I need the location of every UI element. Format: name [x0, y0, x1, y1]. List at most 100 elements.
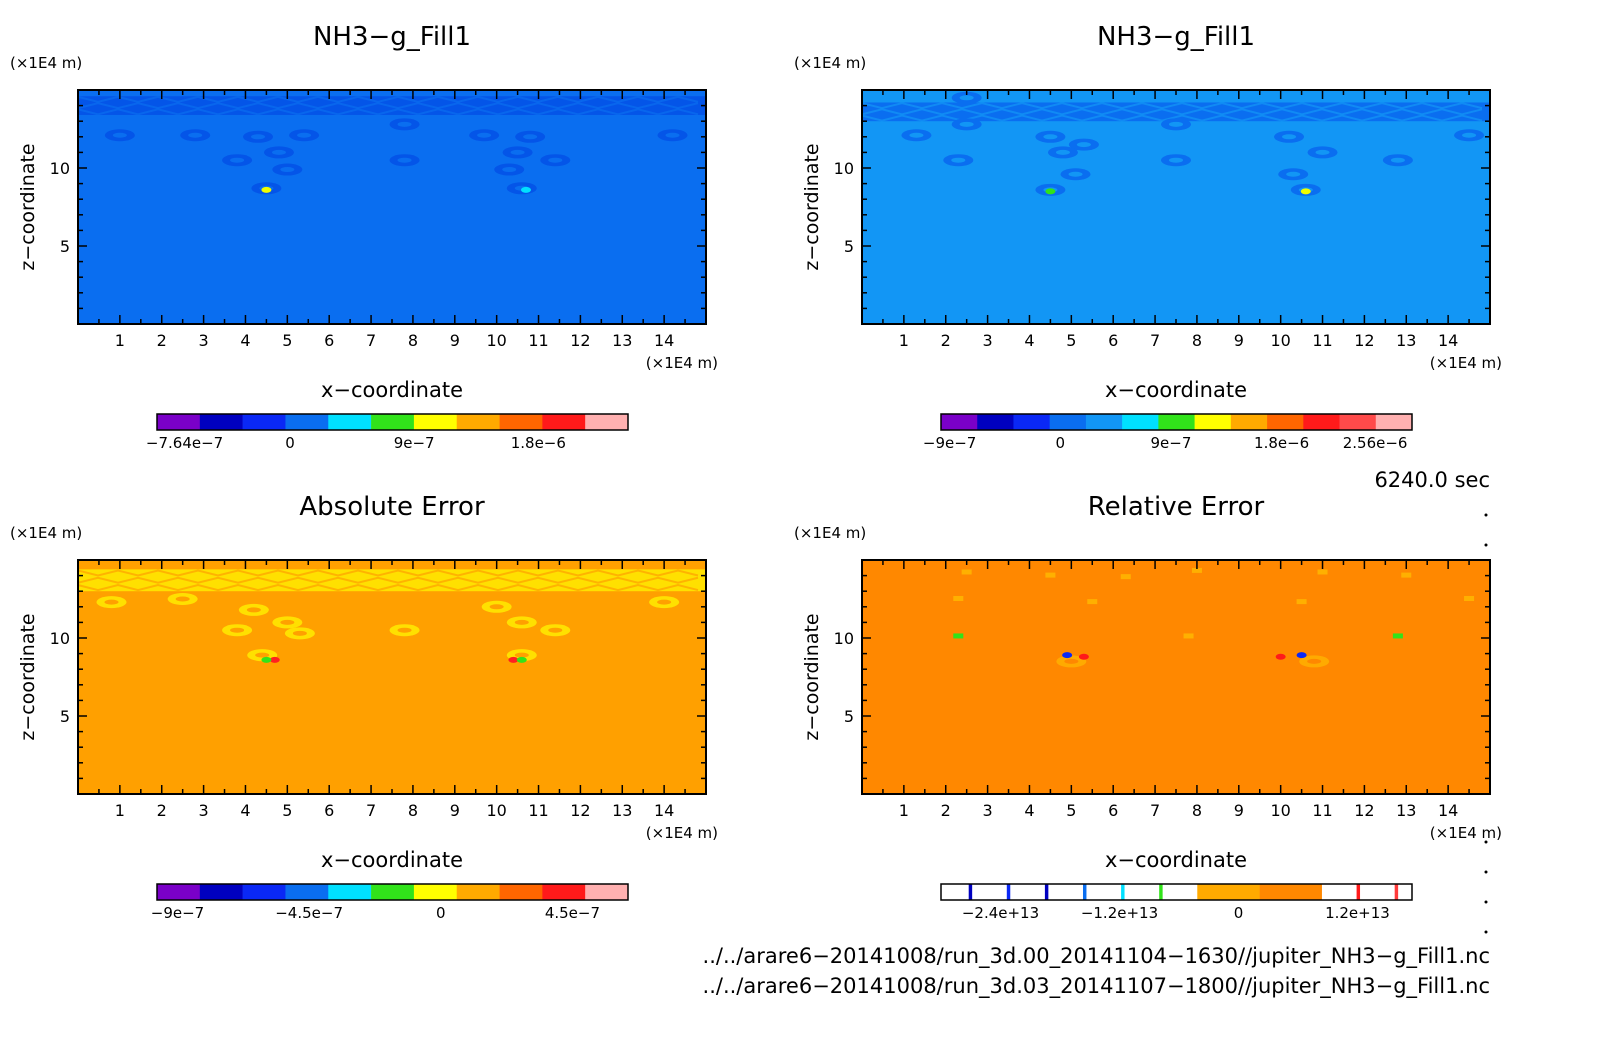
heatmap-contour-inner	[1390, 157, 1405, 163]
heatmap-contour-inner	[959, 121, 974, 127]
x-tick-label: 10	[1270, 801, 1290, 820]
colorbar-tick-label: 4.5e−7	[545, 904, 600, 922]
colorbar-segment	[285, 884, 329, 900]
x-tick-label: 5	[282, 801, 292, 820]
x-tick-label: 3	[983, 331, 993, 350]
heatmap-speck	[1401, 572, 1412, 578]
x-tick-label: 8	[1192, 331, 1202, 350]
colorbar-segment	[968, 884, 973, 900]
heatmap-contour-inner	[502, 167, 517, 173]
heatmap-contour-inner	[251, 134, 266, 140]
marker-dot	[1484, 513, 1488, 517]
heatmap-peak-spot	[1062, 652, 1073, 659]
colorbar-segment	[157, 414, 201, 430]
x-tick-label: 14	[654, 801, 674, 820]
colorbar-segment	[1085, 414, 1123, 430]
colorbar-segment	[242, 884, 286, 900]
colorbar-tick-label: −1.2e+13	[1081, 904, 1158, 922]
heatmap-speck	[1191, 567, 1202, 573]
x-tick-label: 9	[450, 801, 460, 820]
x-unit-label: (×1E4 m)	[1430, 824, 1502, 842]
x-tick-label: 9	[1234, 331, 1244, 350]
heatmap-band-streak	[78, 108, 699, 116]
colorbar-segment	[1398, 884, 1413, 900]
colorbar-segment	[1360, 884, 1395, 900]
colorbar-segment	[328, 884, 372, 900]
heatmap-peak-spot	[269, 656, 280, 663]
heatmap-contour-inner	[297, 132, 312, 138]
chart-title: Relative Error	[1088, 492, 1265, 522]
x-tick-label: 3	[199, 331, 209, 350]
colorbar-tick-label: 0	[436, 904, 446, 922]
heatmap-field	[78, 560, 706, 794]
heatmap-contour-inner	[280, 167, 295, 173]
colorbar-segment	[972, 884, 1008, 900]
heatmap-speck	[1464, 596, 1475, 601]
colorbar-segment	[542, 884, 586, 900]
colorbar-segment	[1259, 884, 1323, 900]
chart-panel-2: NH3−g_Fill1(×1E4 m)1 2 3 4 5 6 7 8 9 10 11 12 13 1451…	[794, 22, 1502, 452]
heatmap-band-streak	[862, 102, 1483, 110]
colorbar-segment	[585, 884, 629, 900]
heatmap-field	[78, 90, 706, 324]
colorbar-segment	[1230, 414, 1268, 430]
heatmap-contour-inner	[1286, 171, 1301, 177]
x-unit-label: (×1E4 m)	[1430, 354, 1502, 372]
colorbar-segment	[1044, 884, 1049, 900]
heatmap-contour-inner	[230, 627, 245, 633]
colorbar-segment	[1394, 884, 1399, 900]
y-tick-label: 5	[844, 707, 854, 726]
marker-dot	[1484, 900, 1488, 904]
heatmap-contour-inner	[1076, 142, 1091, 148]
heatmap-contour-inner	[514, 619, 529, 625]
heatmap-contour-inner	[397, 121, 412, 127]
heatmap-speck	[1296, 599, 1307, 605]
x-tick-label: 7	[1150, 801, 1160, 820]
colorbar-tick-label: −4.5e−7	[275, 904, 343, 922]
heatmap-contour-inner	[657, 599, 672, 605]
heatmap-peak-spot	[261, 186, 272, 193]
x-tick-label: 11	[528, 331, 548, 350]
y-tick-label: 10	[834, 629, 854, 648]
heatmap-contour-inner	[1055, 149, 1070, 155]
x-tick-label: 7	[1150, 331, 1160, 350]
colorbar-segment	[1013, 414, 1050, 430]
colorbar-segment	[1197, 884, 1260, 900]
heatmap-contour-inner	[514, 652, 529, 658]
heatmap-contour-inner	[523, 134, 538, 140]
colorbar-frame	[156, 413, 629, 431]
colorbar-segment	[328, 414, 372, 430]
colorbar-segment	[1321, 884, 1357, 900]
x-tick-label: 12	[570, 331, 590, 350]
colorbar-segment	[1010, 884, 1046, 900]
heatmap-speck	[1183, 633, 1194, 639]
file-path-line-1: ../../arare6−20141008/run_3d.00_20141104…	[703, 944, 1490, 969]
heatmap-background	[78, 90, 706, 324]
x-axis-label: x−coordinate	[1105, 378, 1247, 402]
colorbar-tick-label: 1.2e+13	[1325, 904, 1390, 922]
y-axis-label: z−coordinate	[801, 613, 823, 740]
colorbar-segment	[413, 884, 458, 900]
x-tick-label: 2	[157, 801, 167, 820]
colorbar-tick-label: −7.64e−7	[146, 434, 223, 452]
heatmap-contour-inner	[959, 95, 974, 101]
chart-title: Absolute Error	[299, 492, 485, 522]
heatmap-contour-inner	[1169, 121, 1183, 127]
y-tick-label: 5	[60, 707, 70, 726]
heatmap-contour-inner	[665, 132, 680, 138]
heatmap-peak-spot	[1275, 653, 1286, 660]
x-tick-label: 1	[115, 331, 125, 350]
x-tick-label: 2	[941, 801, 951, 820]
heatmap-speck	[1087, 599, 1098, 605]
y-unit-label: (×1E4 m)	[10, 54, 82, 72]
x-tick-label: 9	[1234, 801, 1244, 820]
x-tick-label: 4	[1024, 801, 1034, 820]
x-tick-label: 5	[282, 331, 292, 350]
heatmap-peak-spot	[261, 656, 272, 663]
x-tick-label: 10	[486, 331, 506, 350]
x-tick-label: 10	[1270, 331, 1290, 350]
y-tick-label: 10	[50, 159, 70, 178]
x-tick-label: 13	[1396, 331, 1416, 350]
colorbar-segment	[1049, 414, 1087, 430]
